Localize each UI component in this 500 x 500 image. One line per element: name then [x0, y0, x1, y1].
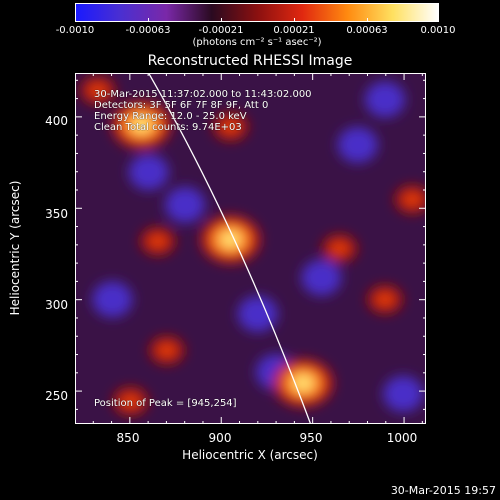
time-range-annotation: 30-Mar-2015 11:37:02.000 to 11:43:02.000: [94, 89, 312, 100]
emission-patch: [375, 291, 396, 308]
solar-limb-line: [148, 74, 311, 423]
emission-patch: [402, 191, 423, 208]
peak-position-annotation: Position of Peak = [945,254]: [94, 398, 237, 409]
energy-range-annotation: Energy Range: 12.0 - 25.0 keV: [94, 111, 247, 122]
x-axis-label: Heliocentric X (arcsec): [182, 448, 318, 462]
emission-patch: [147, 233, 168, 250]
emission-patch: [120, 393, 141, 410]
negative-patch: [165, 186, 206, 223]
negative-patch: [337, 126, 378, 163]
x-tick-label: 950: [299, 431, 323, 445]
colorbar-tick-label: -0.00063: [125, 25, 171, 36]
datestamp: 30-Mar-2015 19:57: [390, 484, 496, 497]
rhessi-image: [75, 73, 426, 424]
x-tick-label: 850: [116, 431, 140, 445]
y-axis-label: Heliocentric Y (arcsec): [8, 180, 22, 316]
negative-patch: [383, 375, 424, 412]
colorbar-tick-label: -0.00021: [198, 25, 244, 36]
y-tick-label: 250: [45, 389, 68, 403]
bright-source: [130, 116, 153, 134]
colorbar-tick-label: 0.00063: [346, 25, 388, 36]
negative-patch: [365, 81, 406, 118]
negative-patch: [301, 259, 342, 296]
y-tick-label: 350: [45, 207, 68, 221]
counts-annotation: Clean Total counts: 9.74E+03: [94, 122, 242, 133]
x-tick-label: 1000: [386, 431, 418, 445]
colorbar-units: (photons cm⁻² s⁻¹ asec⁻²): [192, 37, 322, 48]
negative-patch: [92, 281, 133, 318]
x-tick-label: 900: [208, 431, 232, 445]
emission-patch: [220, 118, 241, 135]
image-title: Reconstructed RHESSI Image: [147, 53, 353, 69]
image-canvas: [76, 74, 425, 423]
negative-patch: [128, 154, 169, 191]
colorbar-tick-label: -0.0010: [55, 25, 95, 36]
y-tick-label: 300: [45, 298, 68, 312]
colorbar: [75, 3, 439, 22]
colorbar-ticks: -0.0010 -0.00063 -0.00021 0.00021 0.0006…: [0, 0, 500, 40]
emission-patch: [87, 82, 108, 99]
y-tick-label: 400: [45, 114, 68, 128]
bright-source: [292, 374, 315, 392]
colorbar-tick-label: 0.0010: [420, 25, 456, 36]
detectors-annotation: Detectors: 3F 5F 6F 7F 8F 9F, Att 0: [94, 100, 269, 111]
colorbar-tick-label: 0.00021: [273, 25, 315, 36]
emission-patch: [156, 342, 177, 359]
emission-patch: [329, 240, 350, 257]
negative-patch: [237, 295, 278, 332]
